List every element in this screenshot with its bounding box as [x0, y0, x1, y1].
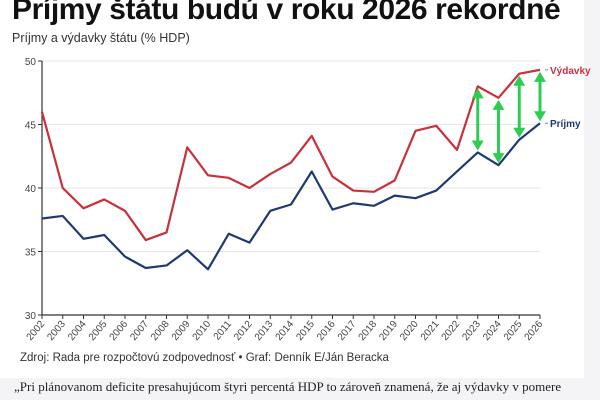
- x-tick-label: 2012: [232, 319, 255, 343]
- x-tick-label: 2002: [25, 319, 48, 343]
- arrow-up-icon: [513, 75, 526, 86]
- x-tick-label: 2013: [253, 319, 276, 343]
- series-label: Príjmy: [550, 119, 581, 130]
- series-line-príjmy: [41, 122, 541, 271]
- line-chart: 3035404550200220032004200520062007200820…: [25, 57, 591, 343]
- x-tick-label: 2015: [294, 319, 317, 343]
- page-title: Príjmy štátu budú v roku 2026 rekordné: [12, 0, 561, 26]
- x-tick-label: 2018: [357, 319, 380, 343]
- y-tick-label: 50: [25, 57, 37, 68]
- x-tick-label: 2022: [440, 319, 463, 343]
- x-tick-label: 2008: [149, 319, 172, 343]
- x-tick-label: 2020: [398, 319, 421, 343]
- x-tick-label: 2005: [87, 319, 110, 343]
- x-tick-label: 2023: [460, 319, 483, 343]
- x-tick-label: 2010: [191, 319, 214, 343]
- y-tick-label: 35: [25, 248, 37, 259]
- x-tick-label: 2026: [523, 319, 546, 343]
- x-tick-label: 2019: [377, 319, 400, 343]
- x-tick-label: 2025: [502, 319, 525, 343]
- y-tick-label: 30: [25, 311, 37, 322]
- arrow-up-icon: [471, 88, 484, 99]
- arrow-up-icon: [492, 99, 505, 110]
- arrow-up-icon: [534, 71, 546, 82]
- x-tick-label: 2024: [481, 319, 504, 343]
- x-tick-label: 2011: [212, 319, 235, 343]
- x-tick-label: 2016: [315, 319, 338, 343]
- x-tick-label: 2021: [419, 319, 442, 343]
- y-tick-label: 45: [25, 121, 37, 132]
- x-tick-label: 2007: [128, 319, 151, 343]
- chart-subtitle: Príjmy a výdavky štátu (% HDP): [12, 31, 190, 45]
- x-tick-label: 2003: [45, 319, 68, 343]
- y-tick-label: 40: [25, 184, 37, 195]
- x-tick-label: 2014: [274, 319, 297, 343]
- series-line-výdavky: [40, 68, 541, 242]
- source-note: Zdroj: Rada pre rozpočtovú zodpovednosť …: [20, 352, 389, 364]
- x-tick-label: 2017: [336, 319, 359, 343]
- x-tick-label: 2004: [66, 319, 89, 343]
- article-quote: „Pri plánovanom deficite presahujúcom št…: [14, 379, 562, 394]
- arrow-down-icon: [471, 140, 484, 151]
- x-tick-label: 2006: [108, 319, 131, 343]
- arrow-down-icon: [513, 127, 526, 138]
- x-tick-label: 2009: [170, 319, 193, 343]
- arrow-down-icon: [534, 111, 546, 122]
- series-label: Výdavky: [550, 66, 591, 77]
- arrow-down-icon: [492, 153, 505, 164]
